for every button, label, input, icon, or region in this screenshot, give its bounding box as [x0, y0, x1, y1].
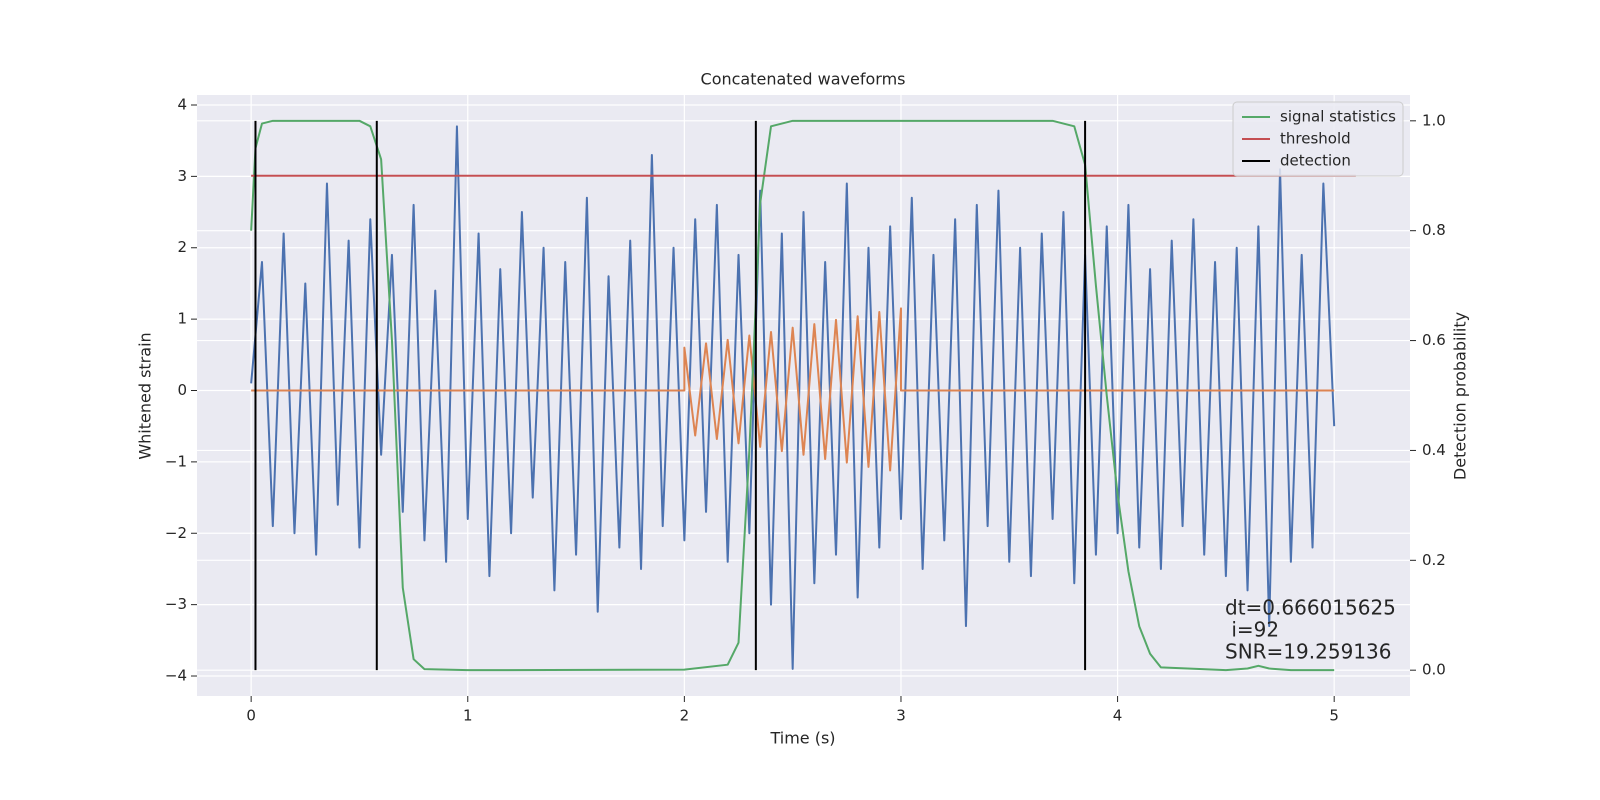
y-tick-label: 3	[177, 167, 187, 185]
series-line	[251, 307, 1335, 472]
chart-title: Concatenated waveforms	[701, 70, 906, 89]
y2-tick-label: 0.8	[1422, 221, 1446, 239]
y2-tick-label: 0.2	[1422, 551, 1446, 569]
annotation: SNR=19.259136	[1225, 640, 1391, 664]
annotation: dt=0.666015625	[1225, 596, 1396, 620]
y-tick-label: −1	[165, 452, 187, 470]
y-tick-label: 2	[177, 238, 187, 256]
y-tick-label: 4	[177, 95, 187, 113]
x-tick-label: 5	[1329, 707, 1339, 725]
x-tick-label: 1	[463, 707, 473, 725]
legend-box	[1232, 101, 1404, 177]
plot-area	[197, 95, 1410, 696]
y-tick-label: −3	[165, 595, 187, 613]
y-tick-label: 1	[177, 310, 187, 328]
y2-tick-label: 0.6	[1422, 331, 1446, 349]
x-tick-label: 0	[246, 707, 256, 725]
y-axis-label: Whitened strain	[136, 332, 155, 459]
y2-tick-label: 1.0	[1422, 111, 1446, 129]
x-tick-label: 2	[680, 707, 690, 725]
y-tick-label: 0	[177, 381, 187, 399]
x-tick-label: 3	[896, 707, 906, 725]
series-line	[250, 125, 1336, 670]
y2-tick-label: 0.4	[1422, 441, 1446, 459]
legend-label: detection	[1280, 152, 1351, 170]
y2-axis-label: Detection probability	[1451, 312, 1470, 480]
legend-label: threshold	[1280, 130, 1351, 148]
legend-label: signal statistics	[1280, 108, 1396, 126]
y-tick-label: −4	[165, 667, 187, 685]
x-tick-label: 4	[1113, 707, 1123, 725]
x-axis-label: Time (s)	[769, 729, 835, 748]
y-tick-label: −2	[165, 524, 187, 542]
y2-tick-label: 0.0	[1422, 661, 1446, 679]
annotation: i=92	[1225, 618, 1279, 642]
